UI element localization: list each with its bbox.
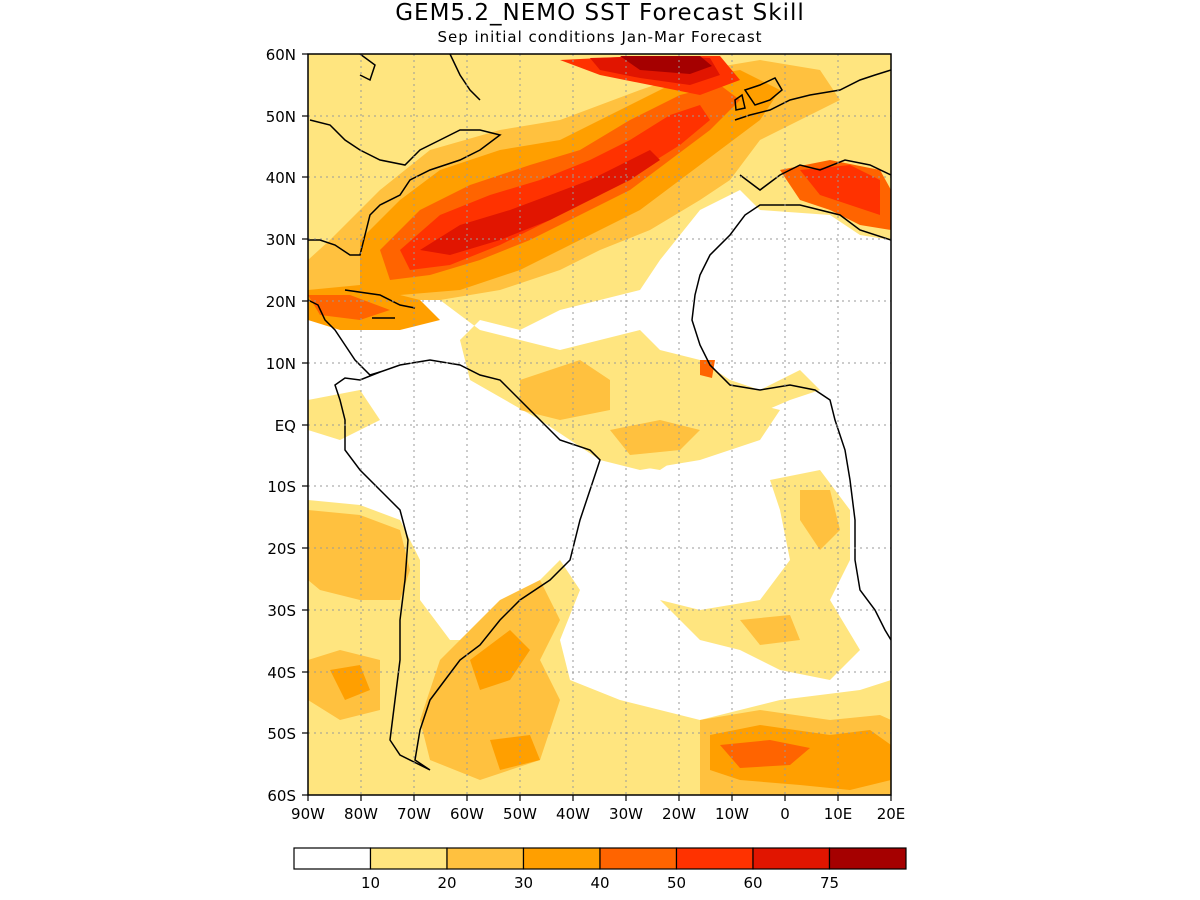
colorbar-swatch [369, 847, 448, 870]
colorbar-swatch [522, 847, 601, 870]
map-subtitle: Sep initial conditions Jan-Mar Forecast [437, 28, 763, 46]
lat-tick-label: EQ [275, 417, 296, 435]
lat-tick-label: 40S [267, 664, 296, 682]
lon-tick-label: 80W [344, 805, 378, 823]
grid [308, 54, 891, 795]
colorbar-swatch [293, 847, 372, 870]
lat-tick-label: 50S [267, 725, 296, 743]
lat-labels: 60N 50N 40N 30N 20N 10N EQ 10S 20S 30S 4… [266, 46, 296, 805]
lon-tick-label: 50W [503, 805, 537, 823]
colorbar-swatch [599, 847, 678, 870]
lat-tick-label: 40N [266, 169, 296, 187]
coastlines [308, 54, 891, 771]
skill-shading [308, 54, 891, 795]
colorbar-swatch [675, 847, 754, 870]
lon-tick-label: 60W [450, 805, 484, 823]
lat-tick-label: 30S [267, 602, 296, 620]
lon-tick-label: 20W [662, 805, 696, 823]
colorbar: 10 20 30 40 50 60 75 [293, 847, 907, 892]
colorbar-label: 20 [437, 874, 456, 892]
lat-tick-label: 30N [266, 231, 296, 249]
lon-tick-label: 10E [824, 805, 853, 823]
colorbar-swatch [828, 847, 907, 870]
lat-tick-label: 10S [267, 478, 296, 496]
lat-tick-label: 20N [266, 293, 296, 311]
map-title: GEM5.2_NEMO SST Forecast Skill [395, 0, 805, 26]
colorbar-swatch [446, 847, 525, 870]
axis-ticks [302, 53, 892, 801]
lat-tick-label: 60N [266, 46, 296, 64]
colorbar-label: 75 [820, 874, 839, 892]
colorbar-label: 10 [361, 874, 380, 892]
lat-tick-label: 50N [266, 108, 296, 126]
colorbar-label: 30 [514, 874, 533, 892]
lat-tick-label: 60S [267, 787, 296, 805]
lon-tick-label: 20E [877, 805, 906, 823]
colorbar-label: 60 [743, 874, 762, 892]
lon-tick-label: 30W [609, 805, 643, 823]
lon-tick-label: 10W [715, 805, 749, 823]
colorbar-label: 50 [667, 874, 686, 892]
lat-tick-label: 10N [266, 355, 296, 373]
colorbar-swatch [752, 847, 831, 870]
colorbar-label: 40 [590, 874, 609, 892]
lon-tick-label: 0 [780, 805, 790, 823]
lon-tick-label: 90W [291, 805, 325, 823]
lon-labels: 90W 80W 70W 60W 50W 40W 30W 20W 10W 0 10… [291, 805, 905, 823]
lon-tick-label: 70W [397, 805, 431, 823]
lon-tick-label: 40W [556, 805, 590, 823]
lat-tick-label: 20S [267, 540, 296, 558]
